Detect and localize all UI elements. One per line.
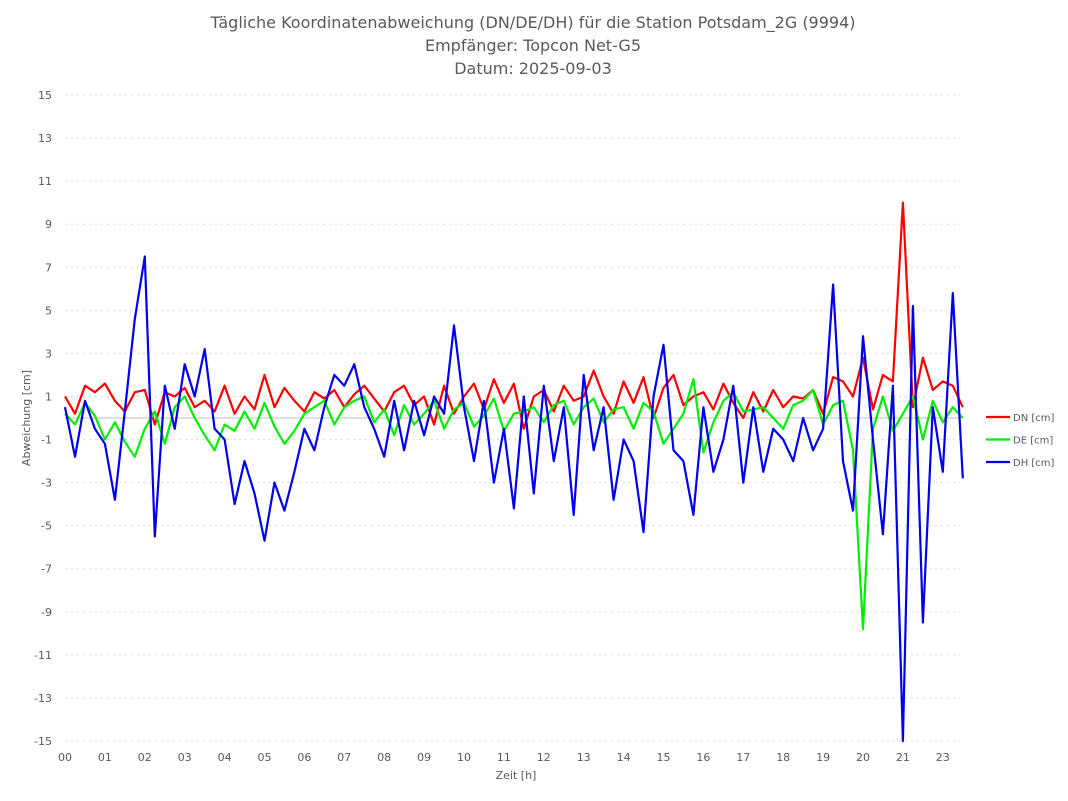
x-tick-label: 21 <box>896 751 910 764</box>
x-tick-label: 08 <box>377 751 391 764</box>
y-axis-label: Abweichung [cm] <box>20 370 33 466</box>
x-axis-label: Zeit [h] <box>496 769 537 782</box>
legend-item: DE [cm] <box>986 436 1053 447</box>
series-line-dn <box>64 201 964 430</box>
x-tick-label: 11 <box>497 751 511 764</box>
x-tick-label: 10 <box>457 751 471 764</box>
x-tick-label: 07 <box>337 751 351 764</box>
y-tick-label: -5 <box>41 520 52 533</box>
x-tick-label: 17 <box>736 751 750 764</box>
y-tick-label: 11 <box>38 175 52 188</box>
x-tick-label: 01 <box>98 751 112 764</box>
x-tick-label: 04 <box>218 751 232 764</box>
legend-item: DN [cm] <box>986 413 1055 424</box>
x-tick-label: 03 <box>178 751 192 764</box>
y-tick-label: 13 <box>38 132 52 145</box>
x-tick-label: 06 <box>297 751 311 764</box>
chart-subtitle-receiver: Empfänger: Topcon Net-G5 <box>425 36 641 55</box>
legend: DN [cm] DE [cm] DH [cm] <box>986 413 1055 469</box>
y-tick-label: -9 <box>41 606 52 619</box>
legend-label: DE [cm] <box>1013 436 1053 447</box>
series-line-de <box>64 378 964 631</box>
x-tick-label: 13 <box>577 751 591 764</box>
y-tick-label: -13 <box>34 692 52 705</box>
legend-item: DH [cm] <box>986 458 1055 469</box>
y-tick-label: 3 <box>45 347 52 360</box>
y-tick-label: -15 <box>34 735 52 748</box>
y-tick-label: 15 <box>38 89 52 102</box>
x-tick-label: 19 <box>816 751 830 764</box>
legend-label: DH [cm] <box>1013 458 1055 469</box>
x-tick-label: 15 <box>657 751 671 764</box>
y-tick-label: -1 <box>41 434 52 447</box>
x-tick-label: 00 <box>58 751 72 764</box>
y-tick-label: -7 <box>41 563 52 576</box>
y-tick-label: -3 <box>41 477 52 490</box>
x-tick-label: 16 <box>696 751 710 764</box>
legend-label: DN [cm] <box>1013 413 1055 424</box>
chart-title: Tägliche Koordinatenabweichung (DN/DE/DH… <box>209 13 855 33</box>
series-line-dh <box>63 255 964 743</box>
x-tick-label: 05 <box>258 751 272 764</box>
y-tick-label: 7 <box>45 261 52 274</box>
y-tick-label: 5 <box>45 304 52 317</box>
x-tick-label: 12 <box>537 751 551 764</box>
x-tick-label: 23 <box>936 751 950 764</box>
x-tick-label: 09 <box>417 751 431 764</box>
x-tick-label: 02 <box>138 751 152 764</box>
y-tick-label: 1 <box>45 390 52 403</box>
x-tick-label: 18 <box>776 751 790 764</box>
y-tick-label: -11 <box>34 649 52 662</box>
y-tick-label: 9 <box>45 218 52 231</box>
x-tick-label: 20 <box>856 751 870 764</box>
x-tick-label: 14 <box>617 751 631 764</box>
chart-subtitle-date: Datum: 2025-09-03 <box>454 59 612 78</box>
